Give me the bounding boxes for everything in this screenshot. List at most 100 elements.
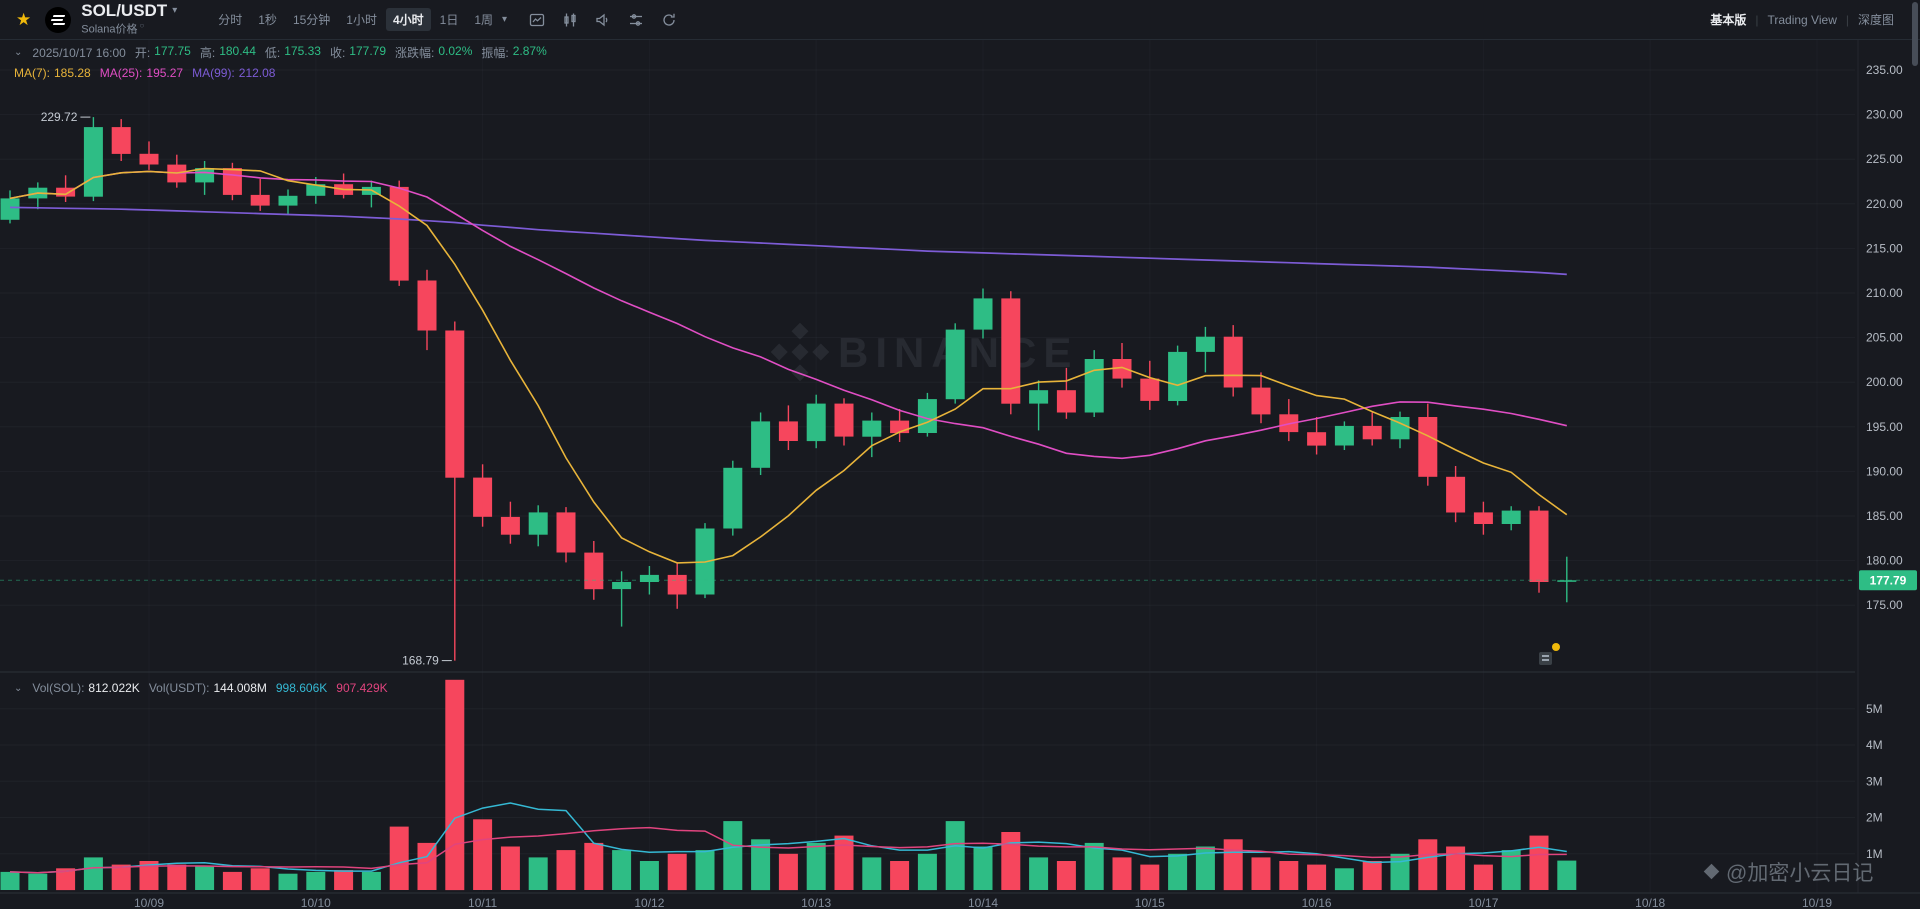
last-price-badge[interactable]: 177.79 xyxy=(1859,570,1917,591)
low-field: 低: 175.33 xyxy=(264,44,321,60)
collapse-chevron-icon[interactable]: ⌄ xyxy=(14,47,23,58)
price-axis[interactable]: 235.00 230.00 225.00 220.00 215.00 210.00 205.… xyxy=(1866,63,1903,612)
svg-text:10/10: 10/10 xyxy=(301,896,331,909)
svg-text:225.00: 225.00 xyxy=(1866,152,1903,166)
timeframe-tab-0[interactable]: 分时 xyxy=(211,8,249,31)
favorite-star-icon[interactable]: ★ xyxy=(16,9,32,29)
svg-text:5M: 5M xyxy=(1866,702,1883,716)
svg-text:10/11: 10/11 xyxy=(468,896,497,909)
high-marker: 229.72 xyxy=(41,110,78,124)
announcement-icon[interactable] xyxy=(595,12,611,28)
timeframe-more-caret-icon[interactable]: ▾ xyxy=(502,14,508,25)
svg-text:190.00: 190.00 xyxy=(1866,464,1903,478)
volume-axis[interactable]: 5M 4M 3M 2M 1M xyxy=(1866,702,1883,861)
amplitude-value: 2.87% xyxy=(512,44,547,58)
view-tab-1[interactable]: Trading View xyxy=(1767,12,1837,27)
chart-floating-tools[interactable] xyxy=(1539,643,1560,665)
svg-text:10/12: 10/12 xyxy=(634,896,664,909)
svg-text:10/19: 10/19 xyxy=(1802,896,1832,909)
mini-panel-icon xyxy=(1539,652,1552,665)
tab-separator: | xyxy=(1845,12,1849,27)
solana-logo-icon xyxy=(45,6,72,33)
ma25-legend: MA(25): 195.27 xyxy=(99,66,184,80)
volume-bars xyxy=(0,679,1577,891)
svg-text:175.00: 175.00 xyxy=(1866,598,1903,612)
scrollbar-thumb[interactable] xyxy=(1912,2,1918,66)
vol-ma-slow-value: 907.429K xyxy=(336,681,388,695)
svg-text:10/16: 10/16 xyxy=(1302,896,1332,909)
amplitude-field: 振幅: 2.87% xyxy=(481,44,547,60)
view-tab-0[interactable]: 基本版 xyxy=(1710,13,1747,27)
svg-text:3M: 3M xyxy=(1866,774,1883,788)
candles xyxy=(0,117,1577,661)
low-marker: 168.79 xyxy=(402,654,439,668)
svg-text:205.00: 205.00 xyxy=(1866,331,1903,345)
timeframe-tab-1[interactable]: 1秒 xyxy=(251,8,284,31)
svg-text:185.00: 185.00 xyxy=(1866,509,1903,523)
svg-text:2M: 2M xyxy=(1866,811,1883,825)
view-tab-2[interactable]: 深度图 xyxy=(1857,13,1894,27)
svg-text:230.00: 230.00 xyxy=(1866,108,1903,122)
credit-watermark: @加密小云日记 xyxy=(1703,862,1873,885)
symbol-dropdown-caret-icon[interactable]: ▾ xyxy=(172,5,178,17)
indicator-icon[interactable] xyxy=(529,12,545,28)
high-field: 高: 180.44 xyxy=(199,44,256,60)
candle-datetime: 2025/10/17 16:00 xyxy=(32,45,126,60)
svg-text:10/09: 10/09 xyxy=(134,896,164,909)
svg-text:215.00: 215.00 xyxy=(1866,241,1903,255)
svg-text:210.00: 210.00 xyxy=(1866,286,1903,300)
binance-watermark: BINANCE xyxy=(770,322,1071,382)
info-dot-icon: ○ xyxy=(139,21,145,31)
svg-text:10/18: 10/18 xyxy=(1635,896,1665,909)
svg-text:10/14: 10/14 xyxy=(968,896,998,909)
svg-text:177.79: 177.79 xyxy=(1870,573,1907,587)
vol-usdt-value: 144.008M xyxy=(213,681,267,695)
vol-ma-fast-value: 998.606K xyxy=(275,681,328,695)
refresh-icon[interactable] xyxy=(661,12,677,28)
timeframe-tab-3[interactable]: 1小时 xyxy=(339,8,384,31)
vol-sol-field: Vol(SOL): 812.022K xyxy=(32,681,140,695)
svg-text:4M: 4M xyxy=(1866,738,1883,752)
price-grid xyxy=(0,40,1855,893)
svg-text:10/15: 10/15 xyxy=(1135,896,1165,909)
settings-sliders-icon[interactable] xyxy=(628,12,644,28)
symbol-block: SOL/USDT ▾ Solana价格 ○ xyxy=(81,2,177,36)
svg-text:200.00: 200.00 xyxy=(1866,375,1903,389)
open-value: 177.75 xyxy=(154,44,191,58)
ma7-legend: MA(7): 185.28 xyxy=(14,66,91,80)
ohlc-legend: ⌄ 2025/10/17 16:00 开: 177.75 高: 180.44 低: 1… xyxy=(14,44,547,61)
time-axis[interactable]: 10/09 10/10 10/11 10/12 10/13 10/14 10/15 10/16… xyxy=(134,896,1832,909)
close-value: 177.79 xyxy=(349,44,386,58)
timeframe-tab-4[interactable]: 4小时 xyxy=(385,8,431,31)
timeframe-tab-5[interactable]: 1日 xyxy=(433,8,466,31)
volume-collapse-chevron-icon[interactable]: ⌄ xyxy=(14,682,23,694)
high-value: 180.44 xyxy=(219,44,256,58)
timeframe-tab-6[interactable]: 1周 xyxy=(467,8,500,31)
view-mode-tabs: 基本版 | Trading View | 深度图 xyxy=(1710,11,1894,28)
vol-sol-value: 812.022K xyxy=(88,681,140,695)
volume-legend: ⌄ Vol(SOL): 812.022K Vol(USDT): 144.008M 9… xyxy=(14,681,388,695)
change-value: 0.02% xyxy=(438,44,473,58)
vol-usdt-field: Vol(USDT): 144.008M xyxy=(148,681,267,695)
symbol-title[interactable]: SOL/USDT xyxy=(81,1,168,21)
chart-toolbar: ★ SOL/USDT ▾ Solana价格 ○ 分时 1秒 15分钟 1小时 4小时 1日 1… xyxy=(0,0,1920,40)
chart-tool-icons xyxy=(529,12,677,28)
notification-dot-icon xyxy=(1552,643,1560,651)
svg-text:180.00: 180.00 xyxy=(1866,554,1903,568)
high-low-annotations: 229.72 168.79 xyxy=(41,110,452,668)
svg-text:10/17: 10/17 xyxy=(1468,896,1498,909)
svg-text:195.00: 195.00 xyxy=(1866,420,1903,434)
svg-text:1M: 1M xyxy=(1866,847,1883,861)
timeframe-tab-2[interactable]: 15分钟 xyxy=(286,8,337,31)
candle-style-icon[interactable] xyxy=(562,12,578,28)
ma-legend: MA(7): 185.28 MA(25): 195.27 MA(99): 212.08 xyxy=(14,66,275,80)
symbol-subtitle[interactable]: Solana价格 ○ xyxy=(81,21,145,36)
svg-text:@加密小云日记: @加密小云日记 xyxy=(1726,862,1873,885)
close-field: 收: 177.79 xyxy=(329,44,386,60)
svg-text:220.00: 220.00 xyxy=(1866,197,1903,211)
svg-text:235.00: 235.00 xyxy=(1866,63,1903,77)
open-field: 开: 177.75 xyxy=(134,44,191,60)
timeframe-tabs: 分时 1秒 15分钟 1小时 4小时 1日 1周 xyxy=(211,8,500,31)
ma99-legend: MA(99): 212.08 xyxy=(192,66,276,80)
